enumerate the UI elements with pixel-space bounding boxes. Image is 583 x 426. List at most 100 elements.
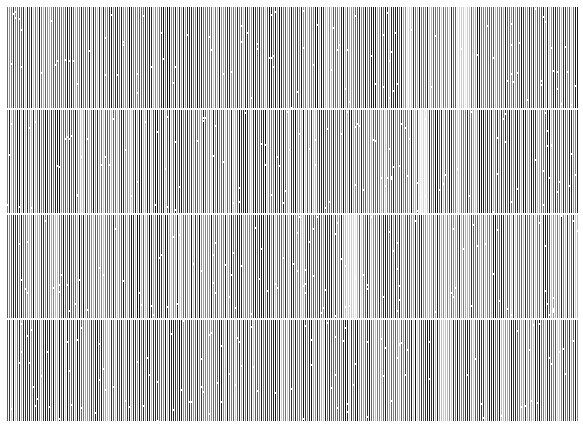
stripe xyxy=(559,320,560,421)
speckle xyxy=(547,130,548,132)
speckle xyxy=(460,154,461,156)
speckle xyxy=(549,314,550,316)
speckle xyxy=(69,138,70,140)
speckle xyxy=(350,209,351,211)
speckle xyxy=(355,363,356,365)
stripe xyxy=(261,215,262,318)
speckle xyxy=(166,222,167,224)
stripe xyxy=(99,320,100,421)
stripe xyxy=(525,215,526,318)
stripe xyxy=(527,7,528,108)
speckle xyxy=(29,127,30,129)
speckle xyxy=(508,205,509,207)
speckle xyxy=(551,47,552,49)
stripe xyxy=(489,110,490,213)
speckle xyxy=(241,41,242,43)
stripe xyxy=(399,215,400,318)
speckle xyxy=(532,324,533,326)
stripe xyxy=(333,320,334,421)
speckle xyxy=(209,334,210,336)
stripe xyxy=(423,110,424,213)
stripe xyxy=(523,320,524,421)
speckle xyxy=(290,345,291,347)
speckle xyxy=(264,264,265,266)
speckle xyxy=(69,310,70,312)
stripe xyxy=(559,110,560,213)
speckle xyxy=(436,130,437,132)
stripe xyxy=(455,215,456,318)
stripe xyxy=(427,110,428,213)
stripe xyxy=(403,215,404,318)
stripe xyxy=(27,110,28,213)
stripe xyxy=(491,215,492,318)
stripe xyxy=(169,320,170,421)
speckle xyxy=(271,194,272,196)
stripe xyxy=(493,110,494,213)
stripe xyxy=(325,320,326,421)
stripe xyxy=(67,7,68,108)
speckle xyxy=(435,311,436,313)
speckle xyxy=(330,79,331,81)
stripe xyxy=(459,7,460,108)
speckle xyxy=(149,374,150,376)
stripe xyxy=(373,215,374,318)
speckle xyxy=(521,406,522,408)
speckle xyxy=(112,274,113,276)
speckle xyxy=(527,99,528,101)
stripe xyxy=(167,110,168,213)
speckle xyxy=(342,215,343,217)
speckle xyxy=(58,202,59,204)
stripe xyxy=(21,110,22,213)
speckle xyxy=(364,46,365,48)
speckle xyxy=(10,260,11,262)
stripe xyxy=(367,7,368,108)
speckle xyxy=(173,236,174,238)
speckle xyxy=(355,126,356,128)
stripe xyxy=(363,7,364,108)
stripe xyxy=(167,215,168,318)
stripe xyxy=(529,110,530,213)
speckle xyxy=(310,206,311,208)
stripe xyxy=(535,215,536,318)
speckle xyxy=(136,137,137,139)
speckle xyxy=(239,187,240,189)
stripe xyxy=(369,110,370,213)
stripe xyxy=(195,7,196,108)
stripe xyxy=(77,320,78,421)
stripe xyxy=(27,7,28,108)
stripe xyxy=(491,110,492,213)
speckle xyxy=(483,417,484,419)
speckle xyxy=(16,266,17,268)
speckle xyxy=(240,295,241,297)
speckle xyxy=(320,351,321,353)
speckle xyxy=(536,35,537,37)
speckle xyxy=(349,101,350,103)
speckle xyxy=(394,293,395,295)
speckle xyxy=(541,84,542,86)
stripe xyxy=(211,110,212,213)
stripe xyxy=(21,215,22,318)
stripe xyxy=(501,110,502,213)
stripe xyxy=(541,7,542,108)
stripe xyxy=(43,7,44,108)
speckle xyxy=(548,281,549,283)
speckle xyxy=(457,168,458,170)
speckle xyxy=(162,296,163,298)
stripe xyxy=(573,320,574,421)
stripe xyxy=(273,320,274,421)
stripe xyxy=(567,110,568,213)
stripe xyxy=(163,320,164,421)
stripe xyxy=(321,215,322,318)
stripe xyxy=(279,7,280,108)
speckle xyxy=(296,120,297,122)
speckle xyxy=(422,380,423,382)
speckle xyxy=(162,65,163,67)
stripe xyxy=(371,110,372,213)
speckle xyxy=(448,205,449,207)
stripe xyxy=(369,320,370,421)
stripe xyxy=(11,215,12,318)
stripe xyxy=(75,320,76,421)
speckle xyxy=(331,387,332,389)
speckle xyxy=(57,60,58,62)
stripe xyxy=(533,7,534,108)
